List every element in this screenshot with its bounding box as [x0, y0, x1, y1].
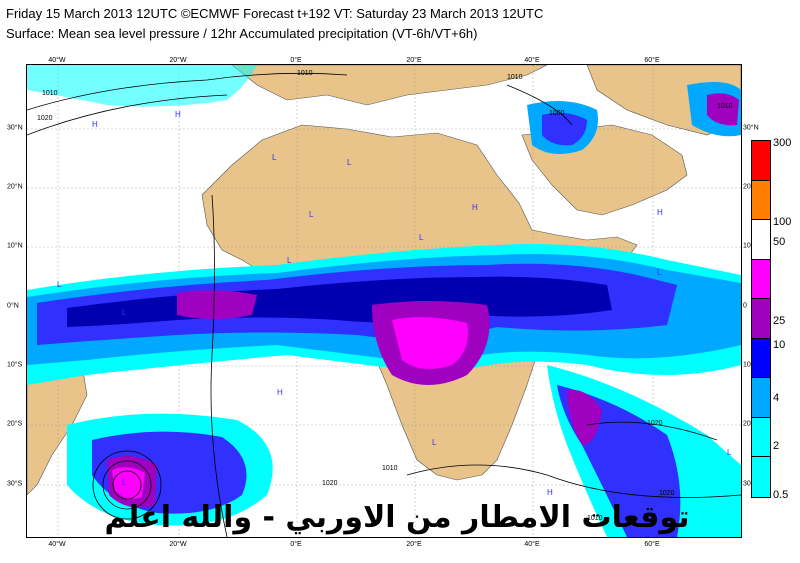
- lon-tick-bottom: 20°E: [406, 541, 422, 548]
- lon-tick-top: 20°E: [406, 57, 422, 64]
- lat-tick-left: 20°S: [7, 420, 23, 428]
- isobar-label: 1010: [42, 90, 58, 97]
- isobar-label: 1020: [659, 490, 675, 497]
- precipitation-layer: [27, 65, 741, 537]
- lat-tick-left: 30°S: [7, 480, 23, 488]
- pressure-centre-label: L: [347, 158, 352, 167]
- isobar-label: 1020: [647, 420, 663, 427]
- legend-label: 25: [773, 315, 786, 327]
- isobar-label: 1000: [549, 110, 565, 117]
- legend-label: 50: [773, 236, 786, 248]
- legend-swatch: [752, 417, 770, 457]
- legend-swatch: [752, 220, 770, 260]
- cyclone-isobar: [92, 450, 162, 520]
- pressure-centre-label: H: [547, 488, 553, 497]
- isobar-label: 1010: [717, 103, 733, 110]
- pressure-centre-label: L: [727, 448, 732, 457]
- isobar-label: 1020: [322, 480, 338, 487]
- lat-tick-left: 0°N: [7, 302, 19, 310]
- precipitation-legend: [751, 140, 771, 498]
- pressure-centre-label: H: [92, 120, 98, 129]
- lat-tick-left: 20°N: [7, 183, 23, 191]
- legend-swatch: [752, 457, 770, 497]
- lat-tick-left: 30°N: [7, 124, 23, 132]
- isobars: [27, 72, 741, 537]
- pressure-centre-label: L: [432, 438, 437, 447]
- isobar-line: [210, 194, 228, 537]
- lat-tick-right: 20: [743, 420, 751, 428]
- isobar-label: 1020: [37, 115, 53, 122]
- lon-tick-top: 20°W: [169, 57, 187, 64]
- lon-tick-top: 60°E: [644, 57, 660, 64]
- lon-tick-bottom: 20°W: [169, 541, 187, 548]
- lon-tick-top: 0°E: [290, 57, 302, 64]
- arabic-caption: توقعات الامطار من الاوربي - والله اعلم: [104, 500, 690, 535]
- lon-tick-bottom: 0°E: [290, 541, 302, 548]
- lon-tick-top: 40°E: [524, 57, 540, 64]
- isobar-label: 1010: [587, 515, 603, 522]
- precip-ne-blob-purple: [707, 93, 739, 126]
- europe-landmass: [231, 65, 548, 106]
- isobar-line: [27, 94, 228, 136]
- legend-label: 0.5: [773, 489, 789, 501]
- legend-label: 4: [773, 392, 780, 404]
- pressure-centre-label: L: [272, 153, 277, 162]
- isobar-line: [586, 421, 718, 441]
- legend-swatch: [752, 338, 770, 378]
- legend-label: 2: [773, 440, 780, 452]
- isobar-label: 1010: [297, 70, 313, 77]
- pressure-centre-label: L: [122, 478, 127, 487]
- pressure-centre-label: H: [472, 203, 478, 212]
- precip-magenta-1: [392, 317, 468, 369]
- cyclone-isobar: [102, 460, 152, 510]
- isobar-line: [27, 72, 348, 111]
- lat-tick-right: 30: [743, 480, 751, 488]
- legend-swatch: [752, 259, 770, 299]
- legend-label: 10: [773, 339, 786, 351]
- legend-label: 100: [773, 216, 792, 228]
- lat-tick-right: 30°N: [743, 124, 759, 132]
- pressure-centre-label: H: [277, 388, 283, 397]
- isobar-labels: 1010 1010 1020 1000 1010 1010 1010 1020 …: [37, 70, 733, 522]
- pressure-centre-label: L: [419, 233, 424, 242]
- lat-tick-right: 20: [743, 183, 751, 191]
- pressure-centre-label: H: [657, 208, 663, 217]
- chart-title: Friday 15 March 2013 12UTC ©ECMWF Foreca…: [6, 6, 544, 21]
- pressure-centre-label: L: [657, 268, 662, 277]
- legend-swatch: [752, 378, 770, 418]
- cyclone-isobar: [112, 470, 142, 500]
- lon-tick-bottom: 40°W: [48, 541, 66, 548]
- forecast-map: 1010 1010 1020 1000 1010 1010 1010 1020 …: [26, 64, 742, 538]
- pressure-centre-label: L: [287, 256, 292, 265]
- legend-swatch: [752, 141, 770, 181]
- pressure-centre-label: H: [175, 110, 181, 119]
- lon-tick-bottom: 40°E: [524, 541, 540, 548]
- pressure-centre-label: L: [122, 308, 127, 317]
- legend-swatch: [752, 180, 770, 220]
- precip-indian-ocean-purple: [567, 389, 602, 445]
- isobar-line: [506, 84, 573, 126]
- lat-tick-right: 10: [743, 361, 751, 369]
- isobar-label: 1010: [382, 465, 398, 472]
- lat-tick-right: 0: [743, 302, 747, 310]
- pressure-centre-label: H: [582, 323, 588, 332]
- lat-tick-left: 10°N: [7, 242, 23, 250]
- legend-swatch: [752, 299, 770, 339]
- lat-tick-right: 10: [743, 242, 751, 250]
- pressure-centres: H H L L L L H H L L L L H H L H L L: [57, 110, 732, 497]
- isobar-line: [406, 464, 741, 498]
- chart-subtitle: Surface: Mean sea level pressure / 12hr …: [6, 26, 478, 41]
- precip-north-blob-dark: [542, 112, 587, 146]
- lat-tick-left: 10°S: [7, 361, 23, 369]
- pressure-centre-label: L: [57, 280, 62, 289]
- isobar-label: 1010: [507, 74, 523, 81]
- lon-tick-top: 40°W: [48, 57, 66, 64]
- lon-tick-bottom: 60°E: [644, 541, 660, 548]
- pressure-centre-label: L: [309, 210, 314, 219]
- legend-label: 300: [773, 137, 792, 149]
- precip-purple-1: [177, 290, 257, 319]
